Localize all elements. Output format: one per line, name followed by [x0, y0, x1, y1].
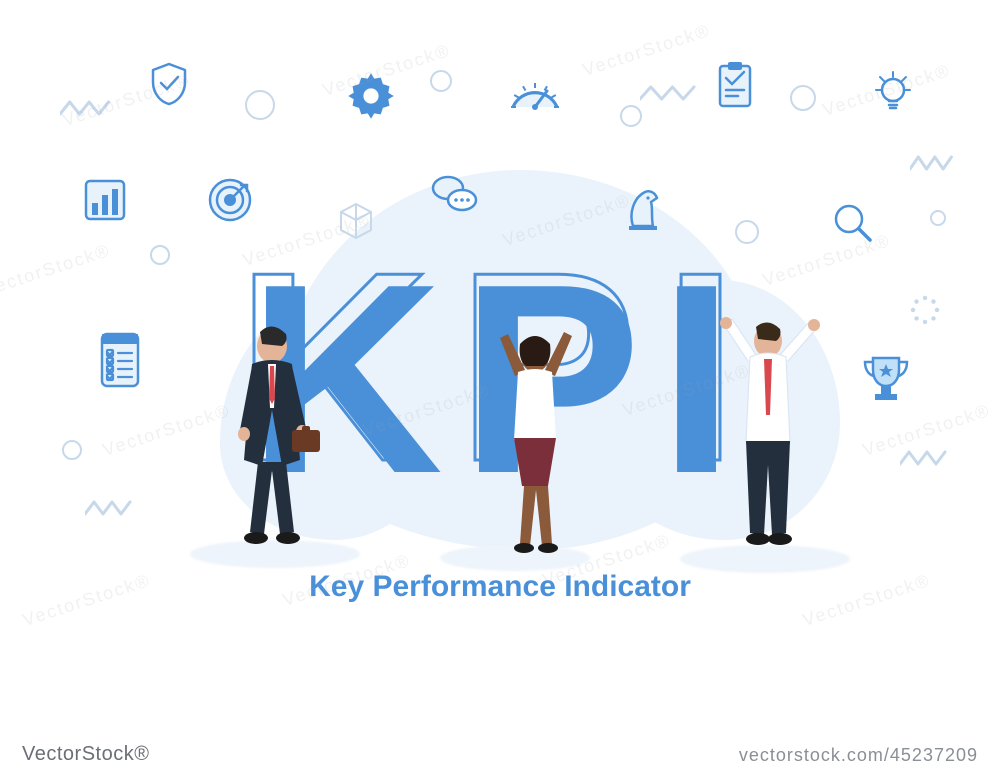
deco-circle [245, 90, 275, 120]
person-center [470, 330, 600, 560]
deco-zigzag [910, 155, 956, 173]
deco-circle [430, 70, 452, 92]
deco-zigzag [60, 100, 114, 118]
deco-zigzag [640, 85, 700, 103]
subtitle-text: Key Performance Indicator [0, 570, 1000, 604]
deco-circle [790, 85, 816, 111]
footer-brand: VectorStock® [22, 743, 149, 766]
person-left [210, 320, 350, 555]
gear-icon [345, 70, 397, 122]
bulb-icon [870, 70, 916, 116]
shield-icon [145, 60, 193, 108]
chat-icon [430, 170, 480, 220]
gauge-icon [505, 65, 565, 125]
chart-icon [80, 175, 130, 225]
person-right [690, 315, 840, 555]
footer-id: vectorstock.com/45237209 [739, 745, 978, 766]
watermark-text: VectorStock® [580, 20, 713, 81]
clipboard-icon [710, 60, 760, 110]
deco-circle [930, 210, 946, 226]
infographic-canvas: KPI KPI [0, 0, 1000, 780]
deco-circle [620, 105, 642, 127]
